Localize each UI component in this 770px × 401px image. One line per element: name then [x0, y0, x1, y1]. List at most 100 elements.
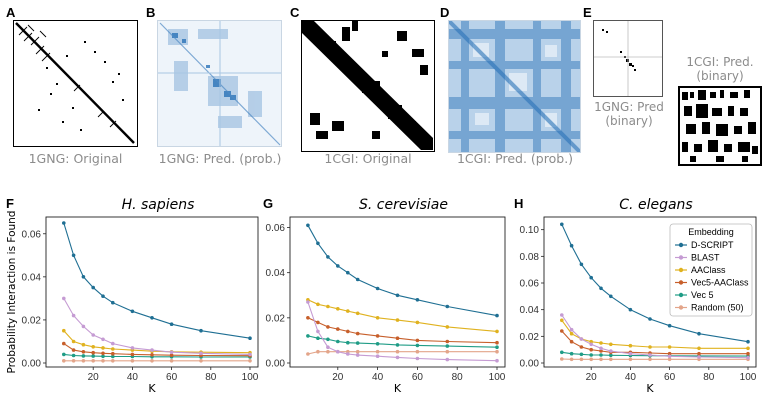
data-point — [569, 331, 574, 336]
data-point — [560, 357, 564, 361]
data-point — [589, 353, 593, 357]
data-point — [91, 345, 95, 349]
data-point — [599, 349, 603, 353]
x-tick-label: 40 — [127, 372, 139, 383]
data-point — [445, 349, 450, 354]
data-point — [589, 342, 593, 347]
data-point — [81, 359, 86, 363]
data-point — [150, 316, 154, 320]
data-point — [71, 348, 76, 352]
caption-b: 1GNG: Pred. (prob.) — [158, 151, 282, 166]
data-point — [71, 339, 76, 344]
data-point — [415, 298, 420, 302]
y-tick-label: 0.04 — [266, 268, 286, 279]
data-point — [395, 343, 400, 347]
plot-frame-0 — [45, 216, 259, 368]
data-point — [609, 357, 613, 362]
data-point — [130, 346, 135, 350]
panel-letter-f: F — [6, 196, 14, 211]
data-point — [326, 349, 330, 354]
y-tick-label: 0.02 — [266, 313, 286, 324]
panel-letter-b: B — [146, 5, 156, 20]
data-point — [609, 294, 613, 299]
data-point — [375, 342, 380, 346]
contact-map-1gng-original-graphic — [15, 22, 135, 144]
data-point — [569, 243, 574, 248]
panel-letter-h: H — [514, 196, 524, 211]
data-point — [560, 313, 564, 317]
data-point — [130, 309, 135, 314]
data-point — [101, 354, 105, 359]
data-point — [101, 294, 105, 298]
chart-title: S. cerevisiae — [359, 197, 448, 213]
caption-e-small: 1GNG: Pred (binary) — [594, 100, 664, 128]
data-point — [628, 307, 633, 312]
contact-map-1gng-binary — [593, 20, 663, 97]
data-point — [150, 348, 154, 352]
legend: Embedding D-SCRIPT BLAST AAClass Vec5-AAClas… — [669, 223, 753, 317]
legend-box — [669, 223, 753, 317]
data-point — [62, 341, 66, 346]
data-point — [81, 350, 86, 354]
x-tick-label: 20 — [586, 372, 598, 383]
legend-swatch-marker — [678, 292, 684, 298]
data-point — [62, 328, 66, 333]
data-point — [355, 311, 360, 316]
data-point — [199, 351, 203, 356]
data-point — [697, 346, 701, 351]
data-point — [375, 334, 380, 338]
data-point — [609, 342, 613, 347]
contact-map-1cgi-predicted — [448, 20, 581, 153]
data-point — [101, 346, 105, 350]
data-point — [395, 355, 400, 360]
legend-swatch-marker — [678, 305, 684, 310]
data-point — [336, 327, 340, 331]
data-point — [589, 357, 593, 362]
data-point — [355, 341, 360, 345]
legend-entry: BLAST — [691, 253, 720, 263]
x-axis-label: K — [646, 382, 654, 395]
data-point — [569, 339, 574, 344]
data-point — [326, 304, 330, 309]
data-point — [316, 329, 320, 334]
data-point — [101, 351, 105, 356]
data-point — [355, 353, 360, 357]
data-point — [628, 357, 633, 362]
data-point — [81, 342, 86, 347]
legend-title: Embedding — [688, 227, 734, 237]
data-point — [560, 350, 564, 355]
data-point — [248, 352, 252, 357]
data-point — [91, 333, 95, 337]
y-tick-label: 0.02 — [520, 332, 540, 343]
data-point — [248, 359, 252, 363]
data-point — [336, 264, 340, 268]
data-point — [326, 325, 330, 329]
data-point — [326, 255, 330, 259]
data-point — [91, 285, 95, 290]
data-point — [81, 324, 86, 329]
legend-entry: D-SCRIPT — [691, 240, 734, 250]
data-point — [697, 355, 701, 359]
data-point — [306, 316, 310, 320]
caption-d: 1CGI: Pred. (prob.) — [456, 151, 574, 166]
data-point — [579, 337, 584, 341]
data-point — [71, 353, 76, 358]
data-point — [62, 221, 66, 225]
data-point — [199, 328, 203, 333]
x-tick-label: 80 — [205, 372, 217, 383]
data-point — [199, 359, 203, 363]
data-point — [111, 354, 115, 359]
data-point — [375, 349, 380, 354]
data-point — [495, 313, 499, 318]
caption-e-large: 1CGI: Pred. (binary) — [686, 55, 754, 83]
data-point — [589, 275, 593, 280]
legend-swatch-marker — [678, 242, 684, 248]
data-point — [599, 346, 603, 351]
x-tick-label: 40 — [625, 372, 637, 383]
data-point — [169, 359, 174, 363]
data-point — [415, 320, 420, 325]
data-point — [306, 300, 310, 304]
data-point — [306, 223, 310, 228]
data-point — [579, 357, 584, 362]
contact-map-1cgi-original-graphic — [302, 21, 433, 150]
